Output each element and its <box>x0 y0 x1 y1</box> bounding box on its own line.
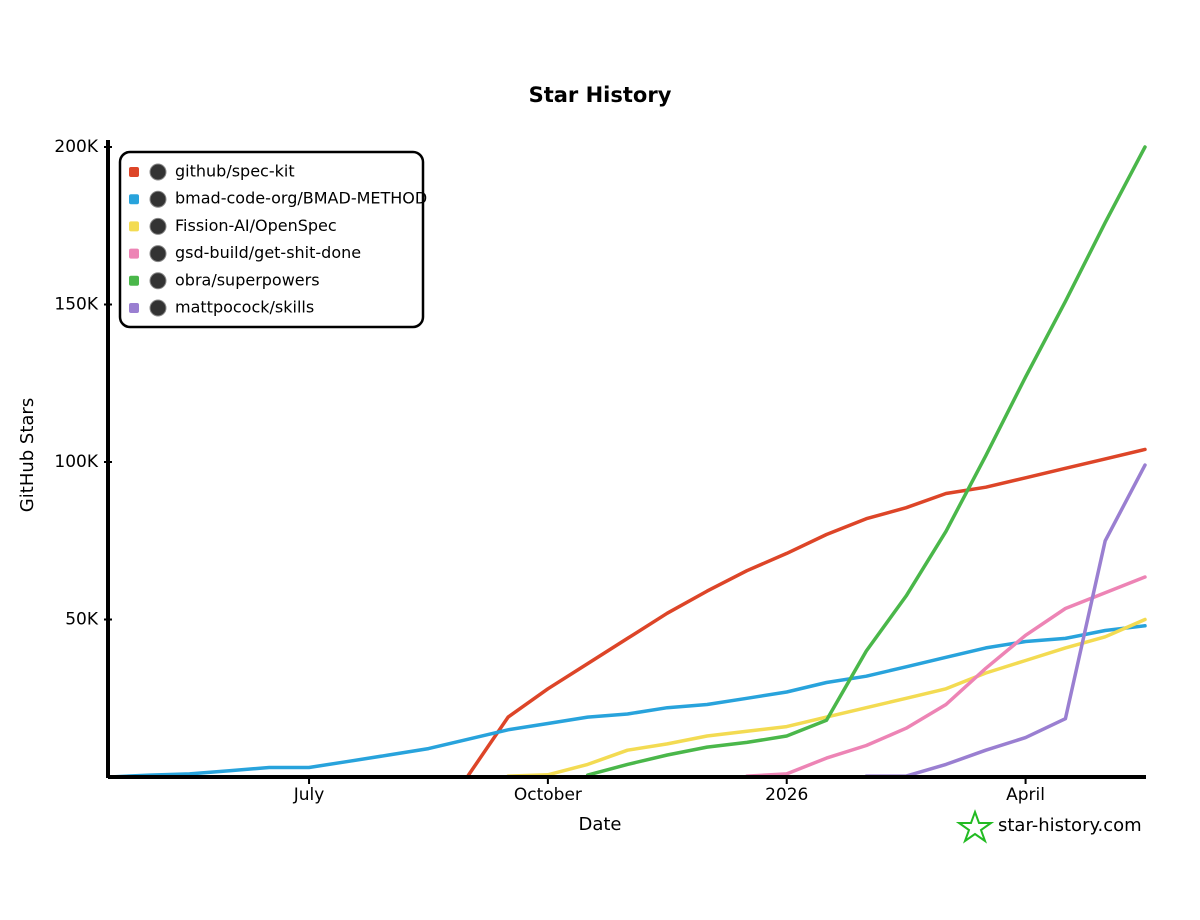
y-tick-label: 150K <box>54 295 98 315</box>
series-line <box>745 575 1147 778</box>
legend-avatar <box>149 299 167 317</box>
x-axis-label: Date <box>578 814 621 835</box>
legend-avatar <box>149 217 167 235</box>
y-tick-label: 200K <box>54 137 98 157</box>
legend-avatar <box>149 190 167 208</box>
legend-swatch <box>129 221 139 232</box>
y-axis-label: GitHub Stars <box>17 398 38 512</box>
legend-label: github/spec-kit <box>175 162 295 181</box>
y-tick-label: 50K <box>65 610 99 630</box>
chart-title: Star History <box>529 83 672 107</box>
legend-swatch <box>129 248 139 259</box>
legend-label: obra/superpowers <box>175 270 320 289</box>
legend-swatch <box>129 275 139 286</box>
x-tick-label: October <box>514 785 582 805</box>
series-line <box>108 624 1147 779</box>
y-tick-label: 100K <box>54 452 98 472</box>
legend-avatar <box>149 245 167 263</box>
legend-avatar <box>149 163 167 181</box>
legend-avatar <box>149 272 167 290</box>
watermark-text: star-history.com <box>998 815 1142 836</box>
x-tick-label: July <box>293 785 325 805</box>
legend-label: gsd-build/get-shit-done <box>175 243 361 262</box>
watermark: star-history.com <box>955 809 1142 844</box>
legend-label: mattpocock/skills <box>175 298 314 317</box>
legend-swatch <box>129 194 139 205</box>
series-line <box>585 145 1147 777</box>
legend: github/spec-kit bmad-code-org/BMAD-METHOD… <box>118 150 427 329</box>
series-line <box>864 463 1147 778</box>
series-line <box>466 447 1147 778</box>
legend-box <box>118 150 425 329</box>
legend-swatch <box>129 167 139 177</box>
legend-swatch <box>129 303 139 313</box>
x-tick-label: April <box>1006 785 1045 805</box>
watermark-icon <box>955 809 995 844</box>
legend-label: Fission-AI/OpenSpec <box>175 216 337 235</box>
legend-label: bmad-code-org/BMAD-METHOD <box>175 189 427 208</box>
x-tick-label: 2026 <box>765 785 808 805</box>
plot: 50K 100K 150K 200K July October 2026 April <box>54 137 1147 805</box>
